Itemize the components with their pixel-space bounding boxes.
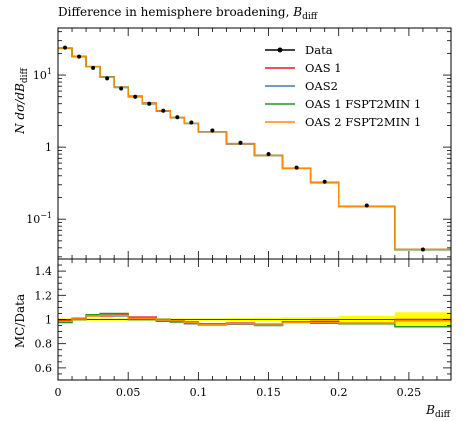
data-point-11	[238, 140, 243, 145]
ratio-ytick-label-1: 0.8	[35, 338, 53, 351]
data-point-15	[364, 203, 369, 208]
data-point-13	[294, 165, 299, 170]
data-point-14	[322, 179, 327, 184]
main-y-axis-label: N dσ/dBdiff	[13, 68, 30, 135]
xtick-label-4: 0.2	[330, 386, 348, 399]
data-point-5	[133, 94, 138, 99]
legend-label-3: OAS 1 FSPT2MIN 1	[305, 97, 421, 111]
ratio-ytick-label-4: 1.4	[35, 265, 53, 278]
data-point-2	[91, 65, 96, 70]
main-y-axis-label-text: N dσ/dB	[13, 83, 27, 135]
main-ticks-group	[57, 28, 452, 259]
data-point-12	[266, 152, 271, 157]
legend: Data OAS 1 OAS2 OAS 1 FSPT2MIN 1 OAS 2 FSPT2…	[265, 43, 421, 129]
ratio-y-axis-label: MC/Data	[13, 294, 27, 348]
data-point-8	[175, 115, 180, 120]
ratio-ticks-group	[57, 258, 452, 381]
data-point-6	[147, 101, 152, 106]
main-y-tick-labels: 10−1 1 101	[26, 67, 52, 226]
chart-title-symbol: B	[292, 5, 302, 19]
x-axis-label: Bdiff	[425, 403, 450, 420]
data-points-group	[63, 45, 425, 252]
ratio-ytick-label-2: 1	[45, 314, 52, 327]
data-point-4	[119, 86, 124, 91]
ratio-series-group	[58, 312, 451, 328]
legend-marker-0	[277, 47, 283, 53]
chart-title-text: Difference in hemisphere broadening,	[58, 5, 293, 19]
main-series-line-3	[58, 47, 451, 251]
data-point-16	[420, 247, 425, 252]
data-point-0	[63, 45, 68, 50]
legend-label-1: OAS 1	[305, 61, 342, 75]
ratio-y-tick-labels: 0.6 0.8 1 1.2 1.4	[35, 265, 53, 375]
data-point-9	[189, 120, 194, 125]
ratio-panel: 0.6 0.8 1 1.2 1.4 0 0.05 0.1 0.15 0.2 0.25	[35, 258, 452, 399]
chart-title: Difference in hemisphere broadening, Bdi…	[58, 5, 318, 22]
xtick-label-5: 0.25	[397, 386, 422, 399]
xtick-label-3: 0.15	[256, 386, 281, 399]
main-ytick-label-2: 101	[33, 67, 52, 82]
xtick-label-0: 0	[55, 386, 62, 399]
x-axis-label-symbol: B	[425, 403, 435, 417]
xtick-label-1: 0.05	[116, 386, 141, 399]
legend-label-0: Data	[305, 43, 333, 57]
data-point-3	[105, 76, 110, 81]
ratio-x-tick-labels: 0 0.05 0.1 0.15 0.2 0.25	[55, 386, 422, 399]
legend-label-2: OAS2	[305, 79, 338, 93]
legend-label-4: OAS 2 FSPT2MIN 1	[305, 115, 421, 129]
main-ytick-label-0: 10−1	[26, 211, 52, 226]
ratio-series-line-3	[58, 314, 451, 326]
main-panel: 10−1 1 101	[26, 27, 452, 260]
x-axis-label-sub: diff	[435, 410, 451, 420]
data-point-10	[210, 128, 215, 133]
main-ytick-label-1: 1	[45, 141, 52, 154]
main-series-group	[58, 47, 451, 251]
ratio-ytick-label-0: 0.6	[35, 362, 53, 375]
data-point-1	[77, 54, 82, 59]
chart-title-sub: diff	[302, 12, 318, 22]
data-point-7	[161, 108, 166, 113]
main-y-axis-label-sub: diff	[20, 68, 30, 84]
ratio-ytick-label-3: 1.2	[35, 289, 53, 302]
xtick-label-2: 0.1	[190, 386, 208, 399]
